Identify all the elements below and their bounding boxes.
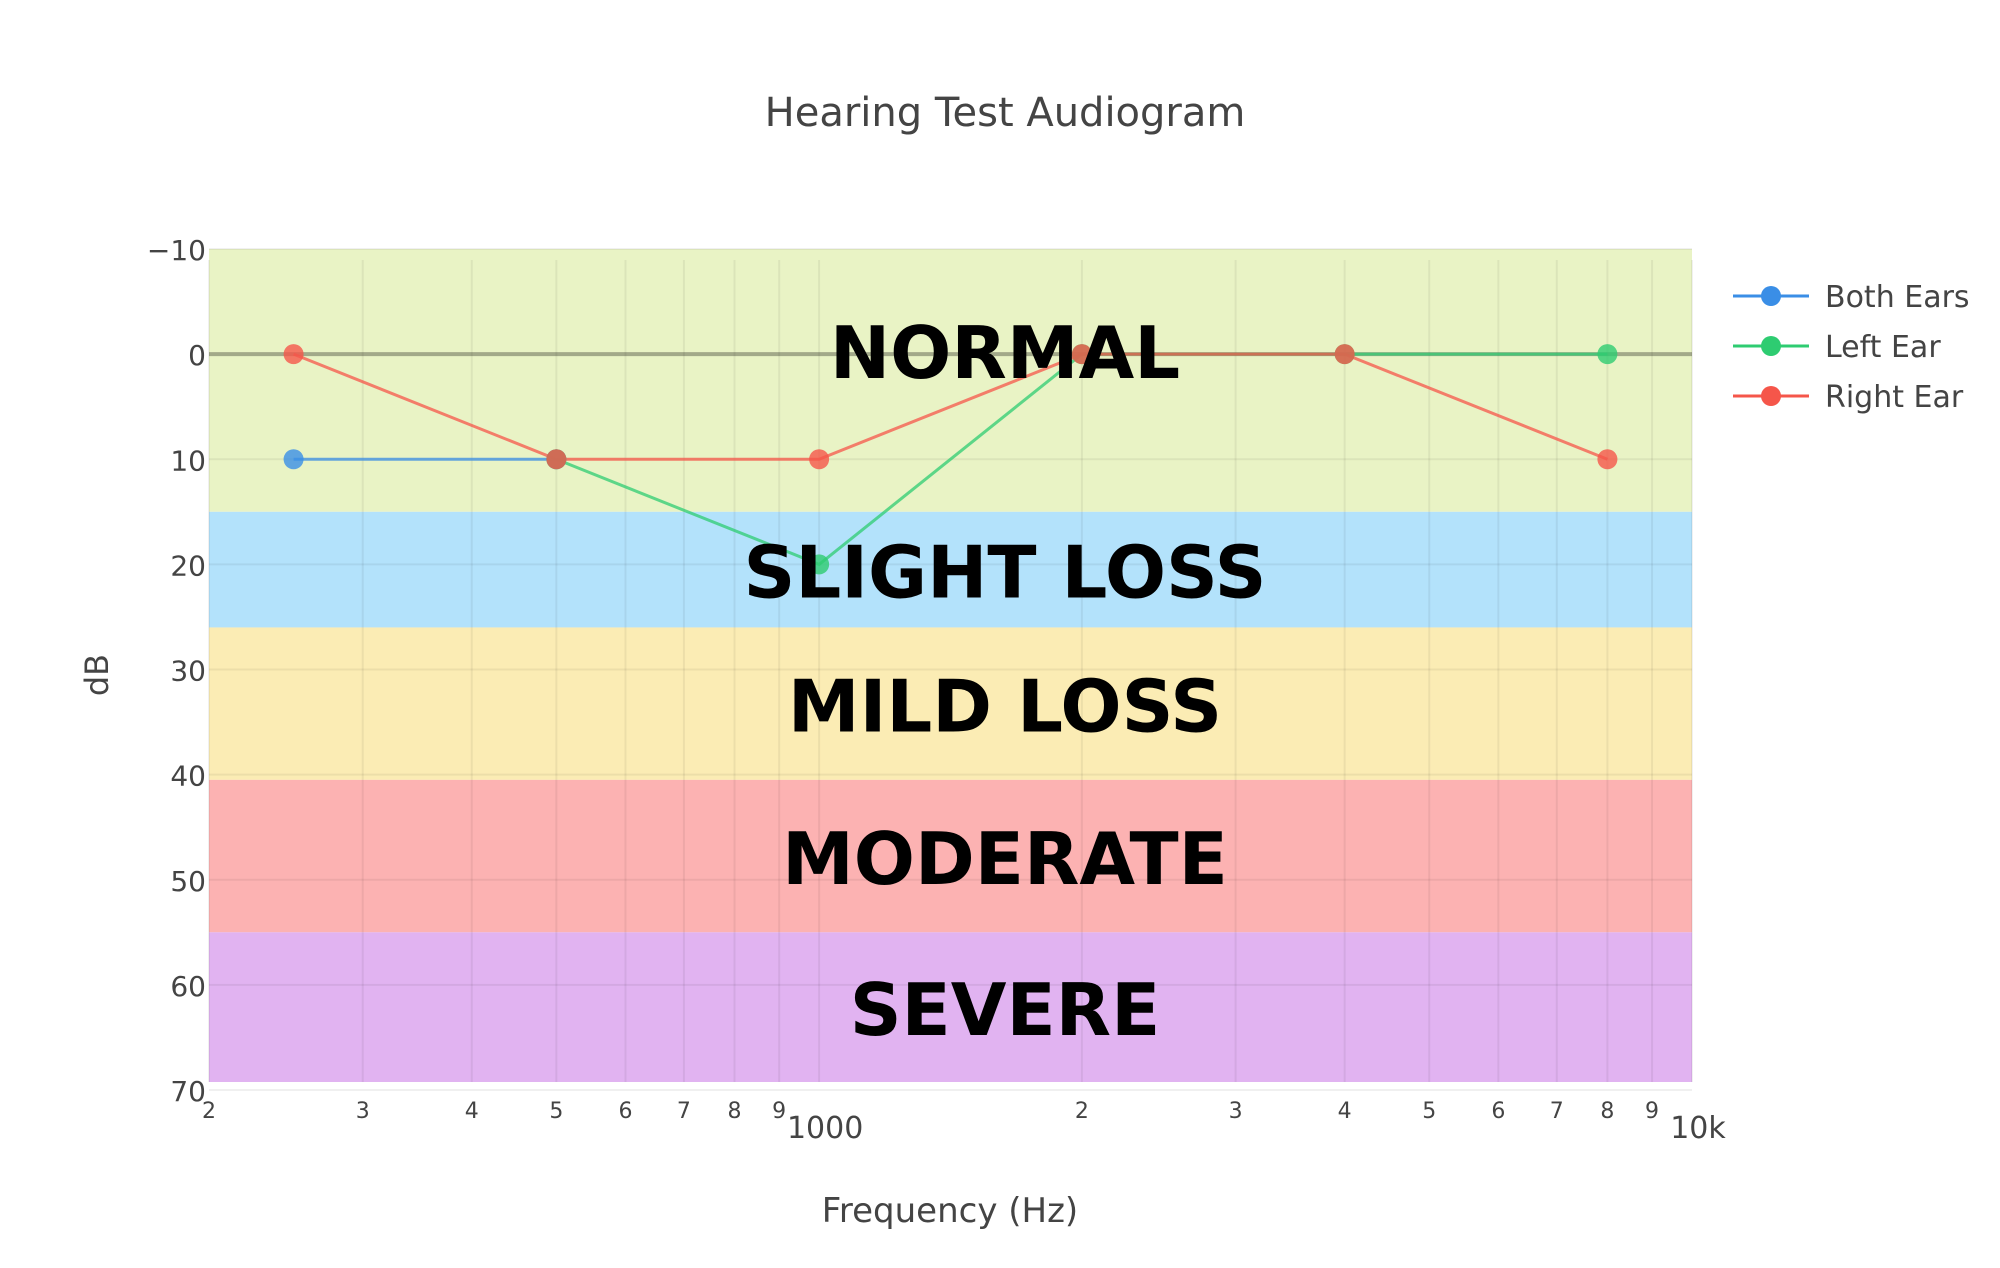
data-point-0[interactable] [283, 449, 304, 470]
data-point-2[interactable] [1071, 344, 1092, 365]
x-minor-tick-label: 2 [1075, 1099, 1089, 1124]
legend-swatch-marker [1761, 286, 1781, 306]
y-tick-label: 50 [170, 865, 206, 898]
x-minor-tick-label: 6 [618, 1099, 632, 1124]
y-tick-label: 40 [170, 760, 206, 793]
legend-label: Left Ear [1825, 330, 1941, 365]
x-minor-tick-label: 6 [1491, 1099, 1505, 1124]
data-point-2[interactable] [809, 449, 830, 470]
y-tick-label: 60 [170, 970, 206, 1003]
zone-band-4 [209, 932, 1692, 1082]
zone-label: MODERATE [782, 817, 1228, 901]
x-minor-tick-label: 7 [677, 1099, 691, 1124]
grid-layer [208, 248, 1693, 1091]
y-ticks-layer: −10 0 10 20 30 40 50 60 70 [147, 234, 206, 1108]
series-line-2 [293, 352, 1608, 461]
legend-label: Right Ear [1825, 380, 1964, 415]
x-minor-tick-label: 3 [356, 1099, 370, 1124]
x-minor-tick-label: 2 [202, 1099, 216, 1124]
x-axis-label: Frequency (Hz) [822, 1191, 1078, 1231]
zone-band-3 [209, 779, 1692, 933]
data-point-1[interactable] [809, 554, 830, 575]
x-minor-tick-label: 3 [1229, 1099, 1243, 1124]
legend-item[interactable]: Right Ear [1733, 380, 1964, 415]
legend-swatch-marker [1761, 336, 1781, 356]
x-minor-tick-label: 5 [549, 1099, 563, 1124]
data-point-2[interactable] [283, 344, 304, 365]
chart-title: Hearing Test Audiogram [765, 90, 1246, 136]
data-point-2[interactable] [546, 449, 567, 470]
legend-item[interactable]: Left Ear [1733, 330, 1941, 365]
x-minor-tick-label: 4 [465, 1099, 479, 1124]
y-tick-label: 10 [170, 444, 206, 477]
x-minor-tick-label: 5 [1422, 1099, 1436, 1124]
legend-swatch-marker [1761, 386, 1781, 406]
zone-label: SLIGHT LOSS [743, 531, 1266, 615]
x-minor-tick-label: 8 [1600, 1099, 1614, 1124]
zone-label: SEVERE [850, 968, 1161, 1052]
legend-item[interactable]: Both Ears [1733, 280, 1970, 315]
data-point-1[interactable] [1597, 344, 1618, 365]
series-layer [283, 344, 1618, 575]
zone-band-2 [209, 627, 1692, 780]
zone-labels-layer: NORMAL SLIGHT LOSS MILD LOSS MODERATE SEVERE [743, 311, 1266, 1052]
x-minor-tick-label: 4 [1338, 1099, 1352, 1124]
x-major-tick-label: 10k [1670, 1111, 1726, 1146]
x-major-tick-label: 1000 [787, 1111, 863, 1146]
data-point-2[interactable] [1334, 344, 1355, 365]
data-point-2[interactable] [1597, 449, 1618, 470]
x-minor-tick-label: 7 [1550, 1099, 1564, 1124]
zones-layer [209, 249, 1692, 1082]
y-tick-label: −10 [147, 234, 206, 267]
y-tick-label: 20 [170, 549, 206, 582]
y-tick-label: 0 [188, 339, 206, 372]
legend: Both Ears Left Ear Right Ear [1733, 280, 1970, 415]
y-tick-label: 70 [170, 1075, 206, 1108]
x-minor-tick-label: 9 [1645, 1099, 1659, 1124]
legend-label: Both Ears [1825, 280, 1970, 315]
x-minor-tick-label: 9 [772, 1099, 786, 1124]
zone-band-1 [209, 511, 1692, 628]
y-axis-label: dB [78, 654, 116, 696]
y-tick-label: 30 [170, 655, 206, 688]
zone-band-0 [209, 249, 1692, 512]
zone-label: MILD LOSS [788, 665, 1222, 749]
zone-label: NORMAL [830, 311, 1180, 395]
x-minor-tick-label: 8 [728, 1099, 742, 1124]
